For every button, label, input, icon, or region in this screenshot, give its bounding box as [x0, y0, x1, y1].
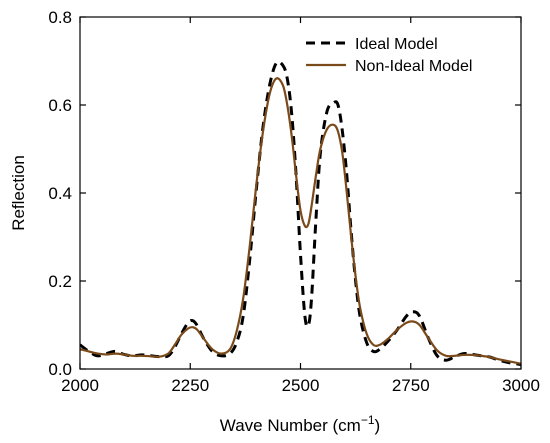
x-axis-title: Wave Number (cm−1)	[220, 413, 380, 435]
legend-label-non-ideal-model: Non-Ideal Model	[355, 58, 472, 75]
y-axis-ticks: 0.0 0.2 0.4 0.6 0.8	[48, 8, 521, 379]
x-axis-title-close: )	[375, 416, 381, 435]
x-tick-label: 3000	[502, 376, 540, 395]
y-tick-label: 0.0	[48, 360, 72, 379]
x-tick-label: 2750	[392, 376, 430, 395]
x-axis-ticks: 2000 2250 2500 2750 3000	[61, 17, 540, 395]
y-axis-title: Reflection	[9, 155, 28, 231]
x-tick-label: 2500	[282, 376, 320, 395]
x-axis-title-main: Wave Number (cm	[220, 416, 361, 435]
y-tick-label: 0.6	[48, 96, 72, 115]
series-line-non-ideal-model	[80, 77, 521, 365]
legend: Ideal Model Non-Ideal Model	[306, 36, 472, 75]
x-tick-label: 2000	[61, 376, 99, 395]
x-tick-label: 2250	[171, 376, 209, 395]
series-layer	[80, 60, 521, 367]
y-tick-label: 0.8	[48, 8, 72, 27]
y-tick-label: 0.4	[48, 184, 72, 203]
x-axis-title-sup: −1	[361, 413, 375, 427]
legend-label-ideal-model: Ideal Model	[355, 36, 438, 53]
y-tick-label: 0.2	[48, 272, 72, 291]
